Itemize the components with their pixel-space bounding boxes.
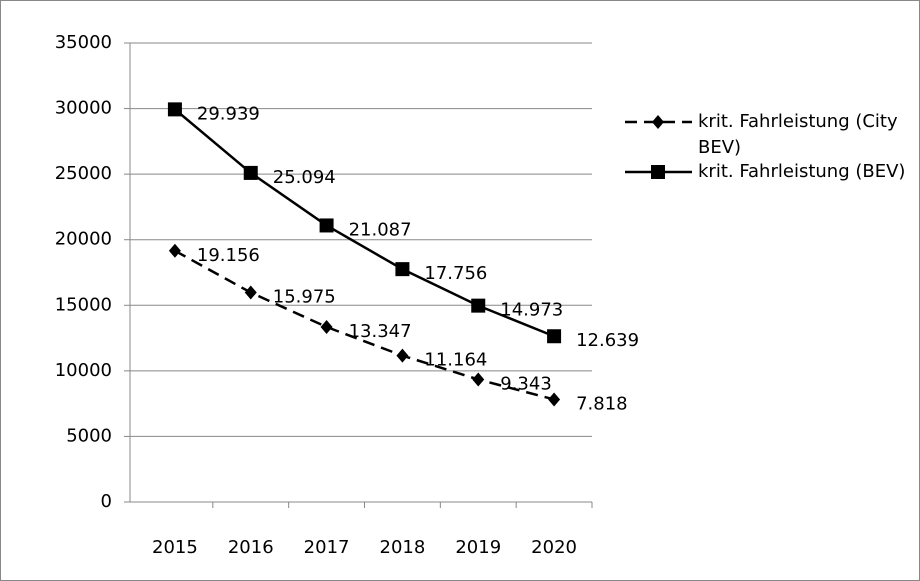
data-point bbox=[167, 102, 182, 117]
y-tick-label: 20000 bbox=[55, 229, 112, 250]
series-line bbox=[174, 249, 555, 401]
x-tick-label: 2015 bbox=[152, 537, 198, 558]
data-point bbox=[472, 372, 485, 387]
data-label: 12.639 bbox=[576, 330, 639, 351]
data-point bbox=[396, 348, 409, 363]
data-label: 19.156 bbox=[197, 245, 260, 266]
data-label: 17.756 bbox=[424, 263, 487, 284]
data-label: 9.343 bbox=[500, 373, 552, 394]
y-tick-label: 5000 bbox=[66, 425, 112, 446]
data-label: 7.818 bbox=[576, 393, 628, 414]
legend-marker bbox=[652, 115, 664, 129]
y-tick-label: 30000 bbox=[55, 98, 112, 119]
x-tick-label: 2017 bbox=[304, 537, 350, 558]
y-tick-label: 25000 bbox=[55, 163, 112, 184]
data-label: 25.094 bbox=[273, 167, 336, 188]
data-label: 11.164 bbox=[424, 350, 487, 371]
data-label: 15.975 bbox=[273, 286, 336, 307]
data-label: 29.939 bbox=[197, 103, 260, 124]
data-label: 21.087 bbox=[349, 219, 412, 240]
y-tick-label: 35000 bbox=[55, 32, 112, 53]
x-tick-label: 2020 bbox=[531, 537, 577, 558]
legend-marker bbox=[651, 165, 665, 179]
data-point bbox=[395, 262, 410, 277]
y-tick-label: 15000 bbox=[55, 294, 112, 315]
x-tick-label: 2016 bbox=[228, 537, 274, 558]
data-label: 14.973 bbox=[500, 300, 563, 321]
legend-label: krit. Fahrleistung (City BEV) bbox=[698, 111, 898, 158]
data-point bbox=[319, 218, 334, 233]
y-tick-label: 10000 bbox=[55, 360, 112, 381]
data-point bbox=[244, 285, 257, 300]
y-tick-label: 0 bbox=[101, 491, 112, 512]
data-point bbox=[168, 243, 181, 258]
data-point bbox=[320, 319, 333, 334]
data-point bbox=[548, 392, 561, 407]
data-point bbox=[547, 329, 562, 344]
x-tick-label: 2019 bbox=[455, 537, 501, 558]
x-tick-label: 2018 bbox=[380, 537, 426, 558]
legend-label: krit. Fahrleistung (BEV) bbox=[698, 161, 906, 182]
data-point bbox=[243, 165, 258, 180]
data-point bbox=[471, 298, 486, 313]
series-line bbox=[174, 108, 555, 338]
data-label: 13.347 bbox=[349, 321, 412, 342]
